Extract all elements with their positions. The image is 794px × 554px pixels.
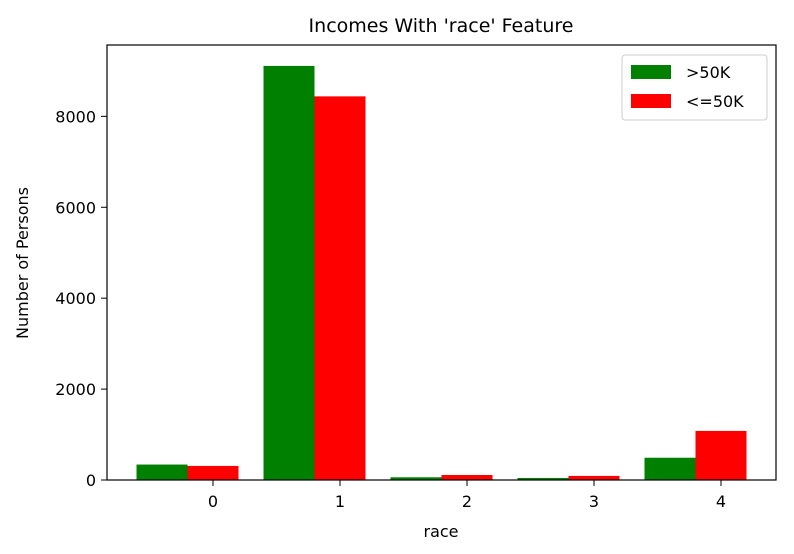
- y-tick-label: 2000: [55, 380, 96, 399]
- legend-label-le50k: <=50K: [686, 92, 744, 111]
- y-tick-label: 0: [86, 471, 96, 490]
- bar-gt50k-4: [644, 457, 696, 480]
- x-tick-label: 1: [335, 492, 345, 511]
- legend-label-gt50k: >50K: [686, 63, 731, 82]
- x-tick-label: 2: [462, 492, 472, 511]
- bar-le50k-3: [568, 475, 620, 480]
- y-tick-label: 4000: [55, 289, 96, 308]
- x-tick-label: 4: [716, 492, 726, 511]
- bar-le50k-2: [441, 475, 493, 480]
- plot-area: 0 1 2 3 4 0 2000 4000 6000 8000: [55, 44, 777, 511]
- legend-swatch-le50k: [631, 94, 671, 108]
- legend: >50K <=50K: [621, 54, 768, 121]
- bar-gt50k-3: [517, 477, 569, 480]
- chart-title: Incomes With 'race' Feature: [309, 15, 574, 37]
- plot-frame: [106, 44, 777, 481]
- y-axis-label: Number of Persons: [13, 187, 32, 339]
- bar-le50k-4: [695, 430, 747, 480]
- bar-le50k-0: [187, 465, 239, 480]
- bar-gt50k-0: [136, 464, 188, 480]
- x-axis-label: race: [423, 522, 458, 541]
- y-tick-label: 8000: [55, 107, 96, 126]
- bar-gt50k-1: [263, 65, 315, 480]
- y-tick-label: 6000: [55, 198, 96, 217]
- legend-swatch-gt50k: [631, 65, 671, 79]
- bar-le50k-1: [314, 96, 366, 480]
- bar-gt50k-2: [390, 477, 442, 480]
- x-tick-label: 3: [589, 492, 599, 511]
- x-tick-label: 0: [208, 492, 218, 511]
